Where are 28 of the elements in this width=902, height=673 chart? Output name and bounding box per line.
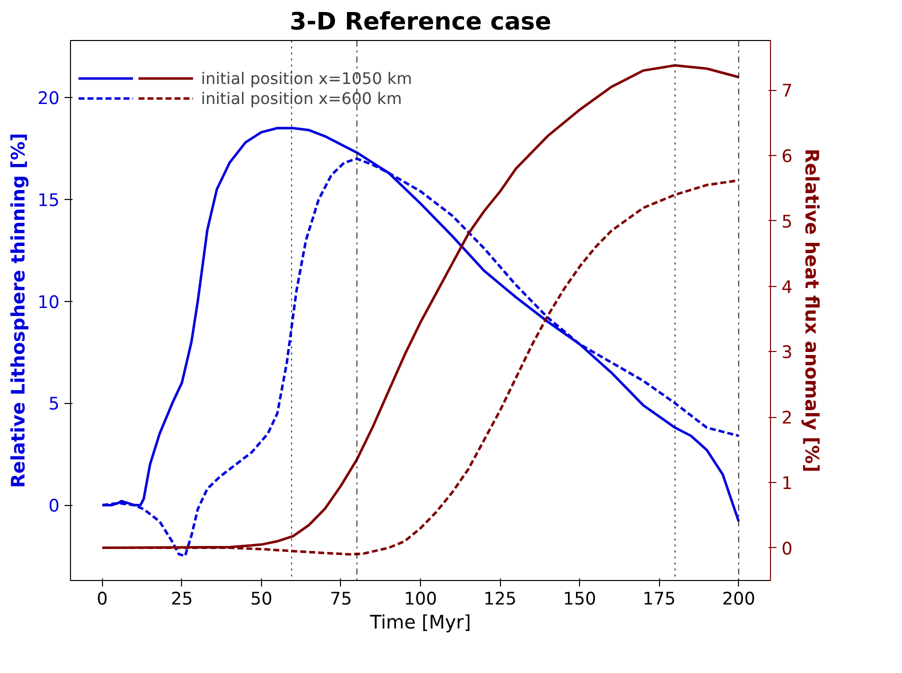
y-tick-label: 15: [37, 190, 60, 211]
legend-label: initial position x=600 km: [201, 88, 402, 108]
chart-title: 3-D Reference case: [290, 8, 552, 36]
x-tick-label: 50: [250, 590, 272, 610]
x-tick-label: 25: [170, 590, 193, 610]
x-tick-label: 125: [484, 590, 517, 610]
y-axis-title: Relative Lithosphere thinning [%]: [8, 132, 30, 488]
y2-tick-label: 4: [782, 278, 793, 298]
y-tick-label: 10: [37, 292, 60, 313]
y2-tick-label: 1: [782, 474, 793, 494]
y2-tick-label: 5: [782, 212, 793, 232]
y-tick-label: 5: [48, 394, 60, 415]
y-tick-label: 0: [48, 496, 60, 517]
y2-tick-label: 7: [782, 82, 793, 102]
y2-tick-label: 6: [782, 147, 793, 168]
x-tick-label: 75: [330, 590, 352, 610]
y2-tick-label: 0: [782, 539, 793, 560]
y2-tick-label: 2: [782, 408, 793, 429]
legend-label: initial position x=1050 km: [201, 68, 412, 88]
x-tick-label: 100: [404, 590, 438, 610]
x-axis-title: Time [Myr]: [369, 612, 471, 634]
x-tick-label: 150: [563, 590, 596, 610]
y2-tick-label: 3: [782, 343, 793, 364]
x-tick-label: 0: [96, 590, 108, 610]
y-tick-label: 20: [37, 89, 60, 110]
x-tick-label: 200: [722, 590, 756, 610]
y2-axis-title: Relative heat flux anomaly [%]: [800, 148, 822, 472]
x-tick-label: 175: [642, 590, 676, 610]
